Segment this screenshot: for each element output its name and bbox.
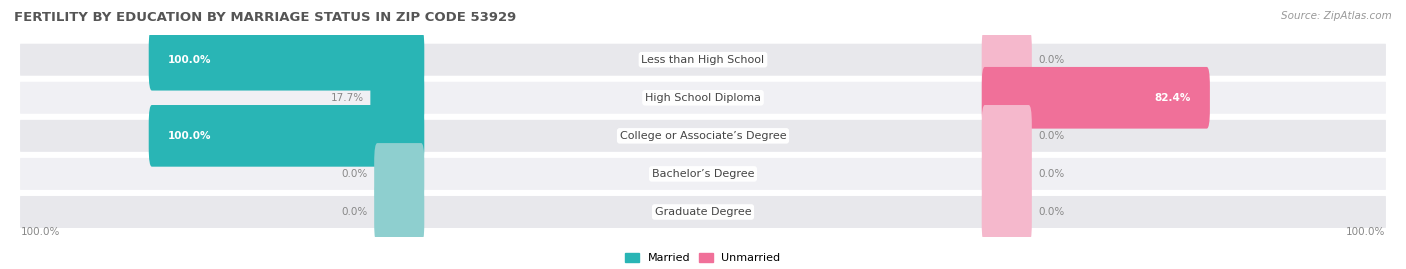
- Legend: Married, Unmarried: Married, Unmarried: [621, 248, 785, 267]
- FancyBboxPatch shape: [981, 67, 1211, 129]
- Text: Less than High School: Less than High School: [641, 55, 765, 65]
- Text: 17.7%: 17.7%: [330, 93, 364, 103]
- Text: High School Diploma: High School Diploma: [645, 93, 761, 103]
- Text: 0.0%: 0.0%: [342, 207, 368, 217]
- Text: College or Associate’s Degree: College or Associate’s Degree: [620, 131, 786, 141]
- FancyBboxPatch shape: [20, 82, 1386, 114]
- FancyBboxPatch shape: [374, 143, 425, 205]
- FancyBboxPatch shape: [20, 196, 1386, 228]
- FancyBboxPatch shape: [981, 181, 1032, 243]
- Text: 100.0%: 100.0%: [167, 131, 211, 141]
- FancyBboxPatch shape: [374, 181, 425, 243]
- Text: 0.0%: 0.0%: [1038, 55, 1064, 65]
- Text: Bachelor’s Degree: Bachelor’s Degree: [652, 169, 754, 179]
- FancyBboxPatch shape: [370, 67, 425, 129]
- Text: 100.0%: 100.0%: [20, 227, 59, 237]
- Text: 100.0%: 100.0%: [1347, 227, 1386, 237]
- Text: 82.4%: 82.4%: [1154, 93, 1191, 103]
- FancyBboxPatch shape: [20, 120, 1386, 152]
- FancyBboxPatch shape: [20, 158, 1386, 190]
- Text: FERTILITY BY EDUCATION BY MARRIAGE STATUS IN ZIP CODE 53929: FERTILITY BY EDUCATION BY MARRIAGE STATU…: [14, 11, 516, 24]
- Text: 0.0%: 0.0%: [1038, 131, 1064, 141]
- FancyBboxPatch shape: [981, 29, 1032, 91]
- FancyBboxPatch shape: [981, 105, 1032, 167]
- Text: 100.0%: 100.0%: [167, 55, 211, 65]
- FancyBboxPatch shape: [149, 105, 425, 167]
- Text: 0.0%: 0.0%: [342, 169, 368, 179]
- Text: Graduate Degree: Graduate Degree: [655, 207, 751, 217]
- FancyBboxPatch shape: [20, 44, 1386, 76]
- Text: Source: ZipAtlas.com: Source: ZipAtlas.com: [1281, 11, 1392, 21]
- FancyBboxPatch shape: [981, 143, 1032, 205]
- Text: 0.0%: 0.0%: [1038, 169, 1064, 179]
- FancyBboxPatch shape: [149, 29, 425, 91]
- Text: 0.0%: 0.0%: [1038, 207, 1064, 217]
